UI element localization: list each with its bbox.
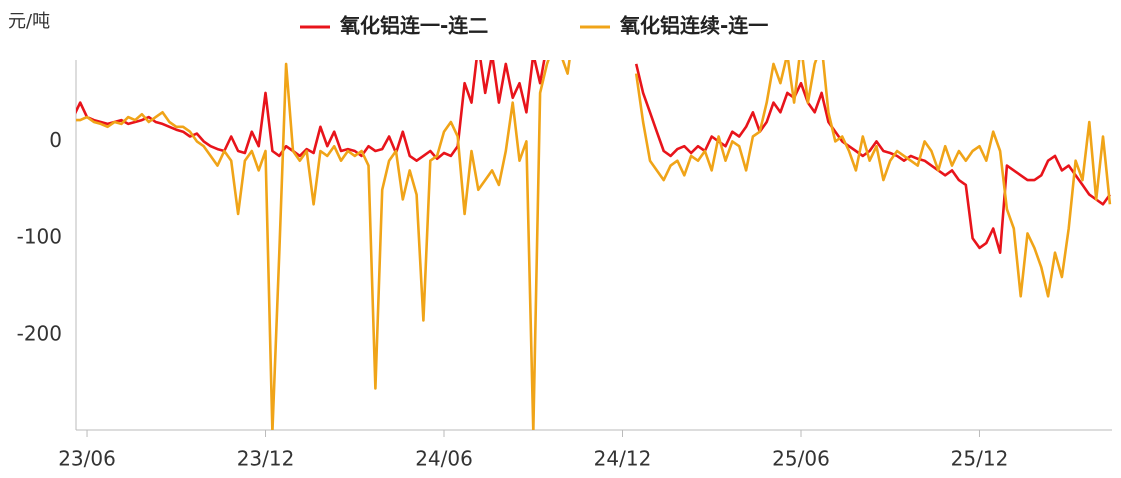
x-tick-label: 24/12 [594, 447, 652, 471]
x-tick-label: 24/06 [415, 447, 473, 471]
plot [76, 60, 1112, 430]
x-tick-label: 25/12 [951, 447, 1009, 471]
y-tick-label: -100 [17, 225, 62, 249]
x-tick-label: 25/06 [772, 447, 830, 471]
y-tick-label: -200 [17, 322, 62, 346]
legend-label: 氧化铝连一-连二 [339, 14, 488, 38]
y-unit: 元/吨 [8, 11, 50, 32]
legend-label: 氧化铝连续-连一 [619, 14, 768, 38]
x-tick-label: 23/06 [58, 447, 116, 471]
series-line [76, 60, 1111, 254]
series-line [76, 60, 1112, 430]
y-tick-label: 0 [49, 128, 62, 152]
x-tick-label: 23/12 [237, 447, 295, 471]
